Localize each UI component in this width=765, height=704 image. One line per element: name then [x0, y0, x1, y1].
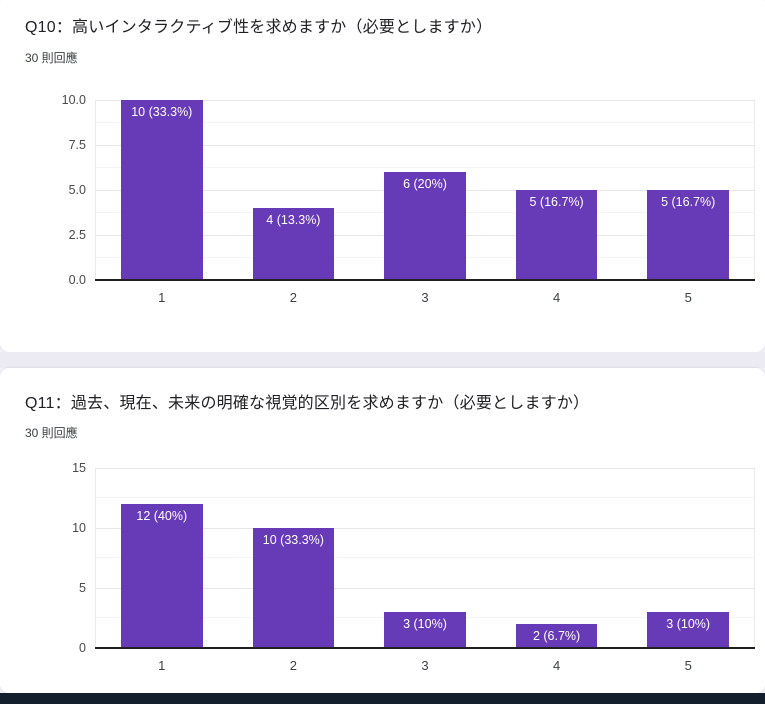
x-axis-baseline — [95, 647, 755, 649]
x-axis-tick-label: 1 — [158, 658, 166, 673]
major-gridline — [96, 587, 754, 589]
y-axis-tick-label: 5 — [79, 581, 86, 595]
minor-gridline — [96, 166, 754, 168]
question-title-q10: Q10：高いインタラクティブ性を求めますか（必要としますか） — [25, 19, 493, 36]
y-axis-tick-label: 5.0 — [68, 183, 86, 197]
y-axis-tick-label: 0.0 — [68, 273, 86, 287]
x-axis-tick-label: 1 — [158, 290, 166, 305]
x-axis-tick-label: 5 — [684, 290, 692, 305]
bar: 5 (16.7%) — [515, 190, 598, 280]
x-axis-tick-label: 4 — [552, 658, 561, 673]
bar-value-label: 2 (6.7%) — [532, 629, 581, 643]
major-gridline — [96, 467, 754, 469]
x-axis-baseline — [95, 279, 755, 281]
bar: 6 (20%) — [384, 172, 466, 280]
bar: 10 (33.3%) — [252, 528, 335, 648]
x-axis-tick-label: 2 — [289, 290, 298, 305]
bar-chart-q10: 0.0 2.5 5.0 7.5 10.0 10 (33.3%) 1 4 (13.3%) 2 6 (… — [62, 93, 755, 305]
bar: 5 (16.7%) — [647, 190, 729, 280]
x-axis-tick-label: 4 — [552, 290, 561, 305]
response-count-q10: 30 則回應 — [25, 51, 78, 65]
bar: 4 (13.3%) — [252, 208, 335, 280]
bar-value-label: 10 (33.3%) — [131, 105, 193, 119]
minor-gridline — [96, 121, 754, 123]
bar: 2 (6.7%) — [515, 624, 598, 648]
y-axis-tick-label: 0 — [79, 641, 86, 655]
question-card-q11: Q11：過去、現在、未来の明確な視覚的区別を求めますか（必要としますか） 30 … — [0, 368, 765, 693]
bar-value-label: 5 (16.7%) — [529, 195, 584, 209]
y-axis-tick-label: 7.5 — [68, 138, 86, 152]
question-card-q10: Q10：高いインタラクティブ性を求めますか（必要としますか） 30 則回應 0.… — [0, 0, 765, 352]
y-axis-tick-label: 2.5 — [68, 228, 86, 242]
bar: 10 (33.3%) — [121, 100, 203, 280]
bar-value-label: 5 (16.7%) — [661, 195, 716, 209]
major-gridline — [96, 99, 754, 101]
major-gridline — [96, 527, 754, 529]
taskbar-strip — [0, 693, 765, 704]
bar-value-label: 4 (13.3%) — [266, 213, 321, 227]
bar-chart-q11: 0 5 10 15 12 (40%) 1 10 (33.3%) 2 3 (10%) 3 2 (6.7… — [72, 461, 755, 673]
y-axis-tick-label: 10.0 — [61, 93, 86, 107]
y-axis-tick-label: 15 — [72, 461, 86, 475]
card-gap — [0, 352, 765, 368]
x-axis-tick-label: 3 — [421, 658, 429, 673]
question-title-q11: Q11：過去、現在、未来の明確な視覚的区別を求めますか（必要としますか） — [25, 395, 590, 412]
major-gridline — [96, 144, 754, 146]
x-axis-tick-label: 2 — [289, 658, 298, 673]
bar-value-label: 12 (40%) — [136, 509, 188, 523]
bar-value-label: 3 (10%) — [403, 617, 447, 631]
response-count-q11: 30 則回應 — [25, 426, 78, 440]
bar-value-label: 3 (10%) — [666, 617, 711, 631]
x-axis-tick-label: 3 — [421, 290, 429, 305]
minor-gridline — [96, 497, 754, 498]
bar-value-label: 10 (33.3%) — [262, 533, 324, 547]
bar: 12 (40%) — [121, 504, 203, 648]
x-axis-tick-label: 5 — [684, 658, 692, 673]
bar: 3 (10%) — [384, 612, 466, 648]
y-axis-tick-label: 10 — [72, 521, 86, 535]
minor-gridline — [96, 557, 754, 558]
bar: 3 (10%) — [647, 612, 729, 648]
bar-value-label: 6 (20%) — [403, 177, 447, 191]
